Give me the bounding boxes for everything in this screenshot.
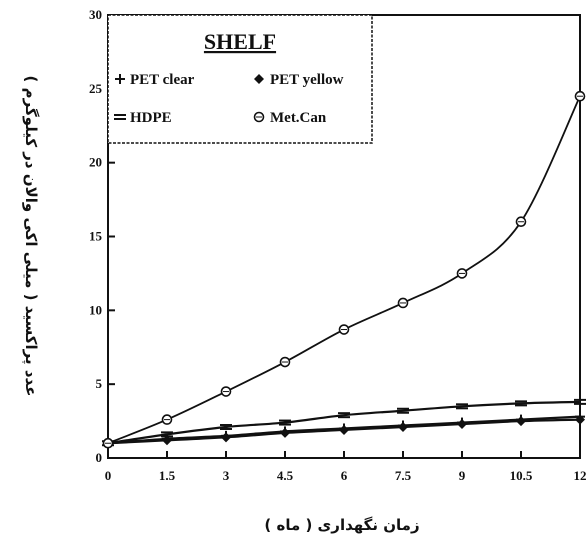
- legend-marker-circle-icon: [253, 111, 265, 123]
- x-tick-label: 12: [574, 468, 587, 483]
- legend-marker-minus-icon: [114, 114, 126, 120]
- data-point: [397, 407, 409, 414]
- y-tick-label: 20: [89, 155, 102, 170]
- legend-marker: [115, 74, 125, 84]
- legend-marker: [114, 114, 126, 120]
- y-tick-label: 5: [96, 376, 103, 391]
- data-point: [102, 437, 114, 449]
- data-point: [279, 419, 291, 426]
- data-point: [338, 412, 350, 419]
- legend-marker: [253, 111, 265, 123]
- data-point: [280, 427, 290, 438]
- data-point: [161, 431, 173, 438]
- data-point: [162, 435, 172, 446]
- legend-marker-plus-icon: [115, 74, 125, 84]
- data-point: [575, 414, 585, 425]
- y-axis-ticks: 0 5 10 15 20 25 30: [89, 7, 115, 465]
- data-point: [339, 424, 349, 435]
- legend-item-pet-clear: PET clear: [115, 72, 195, 88]
- data-point: [221, 432, 231, 443]
- legend-item-met-can: Met.Can: [253, 110, 327, 126]
- x-tick-label: 9: [459, 468, 466, 483]
- chart-title: SHELF: [204, 29, 276, 54]
- data-point: [457, 419, 467, 430]
- y-axis-title: عدد پراکسید ( میلی اکی والان در کیلوگرم …: [21, 76, 40, 397]
- legend-label: Met.Can: [270, 110, 327, 126]
- y-tick-label: 25: [89, 81, 103, 96]
- legend-marker: [254, 74, 264, 84]
- data-point: [456, 403, 468, 410]
- x-tick-label: 1.5: [159, 468, 176, 483]
- x-axis-ticks: 0 1.5 3 4.5 6 7.5 9 10.5 12: [105, 451, 587, 483]
- data-point: [398, 421, 408, 432]
- legend-item-pet-yellow: PET yellow: [254, 72, 344, 88]
- legend-label: HDPE: [130, 110, 172, 126]
- x-tick-label: 7.5: [395, 468, 412, 483]
- data-point: [397, 297, 409, 309]
- legend-label: PET clear: [130, 72, 195, 88]
- y-tick-label: 15: [89, 229, 103, 244]
- legend-box: [107, 14, 373, 144]
- series-met-can: [102, 90, 586, 449]
- data-point: [220, 386, 232, 397]
- x-tick-label: 10.5: [510, 468, 533, 483]
- data-point: [515, 400, 527, 407]
- legend-marker-diamond-icon: [254, 74, 264, 84]
- data-point: [279, 356, 291, 368]
- legend-label: PET yellow: [270, 72, 344, 88]
- data-point: [161, 414, 173, 425]
- x-tick-label: 4.5: [277, 468, 294, 483]
- data-point: [220, 423, 232, 430]
- series-layer: [102, 90, 586, 449]
- data-point: [456, 268, 468, 279]
- data-point: [574, 90, 586, 102]
- y-tick-label: 0: [96, 450, 103, 465]
- legend-item-hdpe: HDPE: [114, 110, 172, 126]
- x-axis-title: زمان نگهداری ( ماه ): [264, 516, 419, 534]
- data-point: [515, 216, 527, 228]
- y-tick-label: 10: [89, 302, 102, 317]
- x-tick-label: 6: [341, 468, 348, 483]
- data-point: [574, 398, 586, 405]
- data-point: [338, 324, 350, 335]
- legend: SHELF PET clear PET yellow HDPE Met.Can: [107, 14, 373, 144]
- y-tick-label: 30: [89, 7, 102, 22]
- x-tick-label: 0: [105, 468, 112, 483]
- x-tick-label: 3: [223, 468, 230, 483]
- series-line: [107, 400, 581, 445]
- data-point: [516, 416, 526, 427]
- series-line: [107, 95, 581, 445]
